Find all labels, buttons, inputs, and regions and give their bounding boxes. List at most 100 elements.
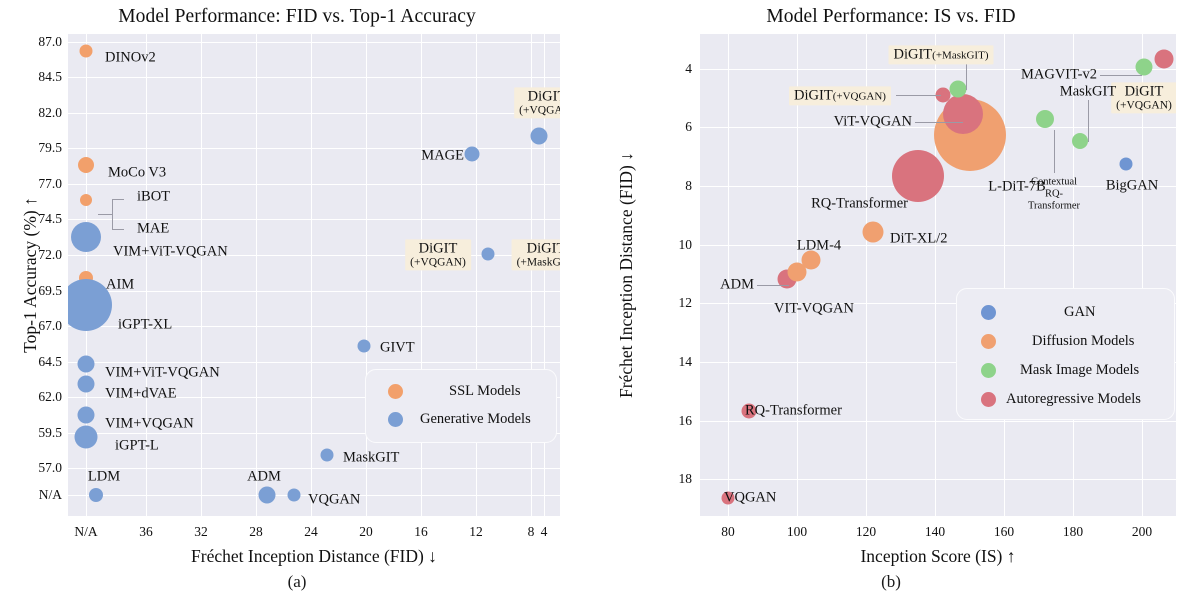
point-vim-vqgan[interactable] [77, 406, 95, 424]
point-igpt-xl[interactable] [68, 279, 112, 331]
ytick-a: 69.5 [38, 283, 62, 298]
panel-b-xaxis-label: Inception Score (IS) ↑ [860, 546, 1016, 566]
legend-item-ssl[interactable]: SSL Models [388, 383, 521, 400]
gridline-h [68, 113, 560, 115]
leader-adm [757, 285, 789, 287]
gridline-v [1004, 34, 1006, 516]
point-ldm[interactable] [89, 488, 103, 502]
annotation-digit-vqgan-top: DiGIT (+VQGAN) [514, 87, 560, 119]
ytick-b: 12 [678, 295, 693, 310]
ytick-b: 4 [685, 61, 692, 76]
gridline-h [700, 362, 1176, 364]
annotation-digit-vqgan-mid: DiGIT (+VQGAN) [405, 239, 471, 271]
annotation-digit-maskgit-mid-sub: (+MaskGIT) [516, 256, 560, 269]
xtick-a: 12 [469, 524, 483, 539]
gridline-h [68, 148, 560, 150]
legend-dot-autoregressive-icon [981, 392, 996, 407]
label-vit-vqgan-low: VIT-VQGAN [773, 300, 855, 317]
label-dinov2: DINOv2 [105, 49, 156, 66]
leader-digit-maskgit [966, 58, 968, 90]
point-igpt-l[interactable] [74, 425, 98, 449]
point-dinov2[interactable] [79, 44, 93, 58]
legend-label-gan: GAN [1064, 304, 1096, 320]
ytick-b: 10 [678, 237, 693, 252]
point-digit-vqgan[interactable] [530, 127, 548, 145]
legend-dot-generative-icon [388, 412, 403, 427]
gridline-v [531, 34, 533, 516]
panel-b-yaxis-label: Fréchet Inception Distance (FID) ↓ [616, 152, 636, 398]
point-vim-vit-vqgan[interactable] [77, 355, 95, 373]
label-maskgit: MaskGIT [1059, 83, 1117, 100]
ytick-a: 87.0 [38, 34, 62, 49]
ytick-a: 72.0 [38, 247, 62, 262]
label-mage: MAGE [421, 147, 464, 164]
point-vim-dvae[interactable] [77, 375, 95, 393]
point-digit-vqgan-right[interactable] [1154, 49, 1174, 69]
xtick-a: 4 [540, 524, 548, 539]
gridline-v [1142, 34, 1144, 516]
point-digit-maskgit[interactable] [481, 247, 495, 261]
point-mage[interactable] [464, 146, 480, 162]
gridline-v [935, 34, 937, 516]
gridline-v [201, 34, 203, 516]
point-adm[interactable] [258, 486, 276, 504]
panel-a-caption: (a) [287, 572, 307, 591]
point-rq-transformer-big[interactable] [892, 150, 944, 202]
label-contextual-rq-transformer: Contextual RQ- Transformer [1028, 176, 1080, 211]
annotation-digit-vqgan-right-main: DiGIT [1124, 83, 1164, 100]
label-ldm4: LDM-4 [796, 237, 842, 254]
point-vqgan[interactable] [287, 488, 301, 502]
point-givt[interactable] [357, 339, 371, 353]
point-dit-xl2[interactable] [862, 221, 884, 243]
ytick-b: 18 [678, 471, 693, 486]
point-digit-vqgan-left[interactable] [935, 87, 951, 103]
point-biggan[interactable] [1119, 157, 1133, 171]
point-adm[interactable] [787, 262, 807, 282]
panel-b-legend: GAN Diffusion Models Mask Image Models A… [956, 288, 1175, 420]
point-magvit-v2[interactable] [1135, 58, 1153, 76]
gridline-v [311, 34, 313, 516]
point-moco-v3[interactable] [78, 157, 94, 173]
annotation-digit-maskgit-mid: DiGIT (+MaskGIT) [511, 239, 560, 271]
gridline-v [256, 34, 258, 516]
point-ibot-mae[interactable] [80, 194, 92, 206]
legend-item-gan[interactable]: GAN [981, 304, 1095, 321]
ytick-a: 77.0 [38, 176, 62, 191]
label-maskgit: MaskGIT [343, 449, 400, 466]
legend-item-autoregressive[interactable]: Autoregressive Models [981, 391, 1141, 408]
gridline-v [866, 34, 868, 516]
gridline-h [68, 495, 560, 497]
panel-b-caption: (b) [881, 572, 901, 591]
label-magvit-v2: MAGVIT-v2 [1021, 66, 1097, 83]
gridline-h [68, 468, 560, 470]
point-maskgit[interactable] [1072, 133, 1088, 149]
gridline-v [728, 34, 730, 516]
label-vim-vit-vqgan: VIM+ViT-VQGAN [105, 364, 220, 381]
point-maskgit[interactable] [320, 448, 334, 462]
ytick-b: 6 [685, 119, 692, 134]
legend-item-mask[interactable]: Mask Image Models [981, 362, 1139, 379]
point-vim-vit-vqgan-top[interactable] [71, 222, 101, 252]
point-rq-transformer-small[interactable] [741, 403, 757, 419]
gridline-h [68, 326, 560, 328]
xtick-b: 140 [924, 524, 946, 539]
point-contextual-rq-transformer[interactable] [1036, 110, 1054, 128]
ytick-b: 8 [685, 178, 692, 193]
gridline-h [68, 397, 560, 399]
label-adm: ADM [720, 276, 754, 293]
label-dit-xl2: DiT-XL/2 [890, 230, 948, 247]
annotation-digit-vqgan-left-main: DiGIT [794, 87, 833, 104]
legend-label-generative: Generative Models [420, 411, 531, 427]
point-vqgan[interactable] [721, 491, 735, 505]
leader-magvit-v2 [1100, 75, 1142, 77]
gridline-h [700, 421, 1176, 423]
point-digit-maskgit[interactable] [949, 80, 967, 98]
xtick-a: 16 [414, 524, 428, 539]
xtick-b: 180 [1062, 524, 1084, 539]
legend-item-diffusion[interactable]: Diffusion Models [981, 333, 1134, 350]
point-vit-vqgan[interactable] [943, 94, 983, 134]
annotation-digit-vqgan-right-sub: (+VQGAN) [1116, 99, 1172, 112]
legend-label-mask: Mask Image Models [1020, 362, 1140, 378]
point-ldm4[interactable] [801, 250, 821, 270]
legend-item-generative[interactable]: Generative Models [388, 411, 531, 428]
